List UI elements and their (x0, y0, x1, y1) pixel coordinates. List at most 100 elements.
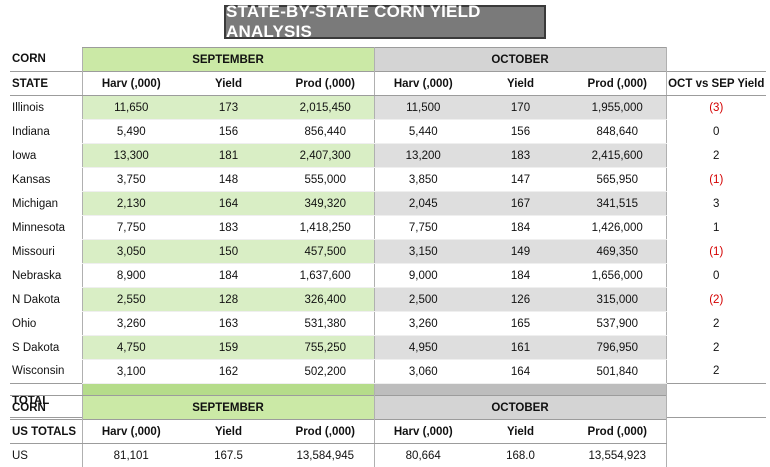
state-name: Kansas (10, 168, 82, 192)
oct-prod-cell: 2,415,600 (569, 144, 666, 168)
oct-prod-cell: 848,640 (569, 120, 666, 144)
oct-prod-cell: 469,350 (569, 240, 666, 264)
sep-yield-cell: 159 (180, 336, 277, 360)
state-name: Wisconsin (10, 360, 82, 384)
sep-prod-cell: 755,250 (277, 336, 374, 360)
oct-harv-cell: 5,440 (374, 120, 472, 144)
oct-prod-cell: 537,900 (569, 312, 666, 336)
sep-harv-cell: 13,300 (82, 144, 180, 168)
yield-diff-cell: (1) (666, 240, 766, 264)
oct-harv-cell: 4,950 (374, 336, 472, 360)
state-name: Iowa (10, 144, 82, 168)
oct-prod-cell: 341,515 (569, 192, 666, 216)
blank-cell (666, 48, 766, 72)
us-totals-table: CORN SEPTEMBER OCTOBER US TOTALS Harv (,… (10, 395, 667, 467)
sep-yield-cell: 184 (180, 264, 277, 288)
us-oct-harv-header: Harv (,000) (374, 420, 472, 444)
sep-harv-cell: 2,130 (82, 192, 180, 216)
oct-harv-cell: 3,260 (374, 312, 472, 336)
us-sep-yield-header: Yield (180, 420, 277, 444)
sep-harv-header: Harv (,000) (82, 72, 180, 96)
oct-harv-cell: 7,750 (374, 216, 472, 240)
sep-harv-cell: 11,650 (82, 96, 180, 120)
sep-harv-cell: 8,900 (82, 264, 180, 288)
yield-diff-cell: 2 (666, 144, 766, 168)
total-diff-blank (666, 384, 766, 418)
sep-prod-cell: 457,500 (277, 240, 374, 264)
oct-yield-cell: 184 (472, 264, 569, 288)
oct-harv-header: Harv (,000) (374, 72, 472, 96)
us-oct-harv: 80,664 (374, 444, 472, 467)
sep-yield-cell: 156 (180, 120, 277, 144)
sep-yield-cell: 128 (180, 288, 277, 312)
yield-diff-header: OCT vs SEP Yield (666, 72, 766, 96)
oct-prod-cell: 1,955,000 (569, 96, 666, 120)
oct-yield-cell: 156 (472, 120, 569, 144)
sep-harv-cell: 3,100 (82, 360, 180, 384)
oct-harv-cell: 3,850 (374, 168, 472, 192)
yield-diff-cell: 1 (666, 216, 766, 240)
yield-diff-cell: 2 (666, 312, 766, 336)
sep-harv-cell: 3,750 (82, 168, 180, 192)
yield-diff-cell: (2) (666, 288, 766, 312)
us-sep-yield: 167.5 (180, 444, 277, 467)
sep-prod-cell: 349,320 (277, 192, 374, 216)
oct-yield-cell: 170 (472, 96, 569, 120)
sep-prod-cell: 856,440 (277, 120, 374, 144)
sep-harv-cell: 2,550 (82, 288, 180, 312)
us-row-label: US (10, 444, 82, 467)
oct-prod-cell: 796,950 (569, 336, 666, 360)
state-header: STATE (10, 72, 82, 96)
us-sep-prod: 13,584,945 (277, 444, 374, 467)
oct-yield-cell: 161 (472, 336, 569, 360)
sep-prod-header: Prod (,000) (277, 72, 374, 96)
sep-harv-cell: 7,750 (82, 216, 180, 240)
sep-harv-cell: 5,490 (82, 120, 180, 144)
yield-diff-cell: (1) (666, 168, 766, 192)
sep-yield-cell: 162 (180, 360, 277, 384)
us-sep-harv: 81,101 (82, 444, 180, 467)
sep-yield-cell: 173 (180, 96, 277, 120)
us-totals-label: US TOTALS (10, 420, 82, 444)
sep-prod-cell: 326,400 (277, 288, 374, 312)
sep-yield-cell: 183 (180, 216, 277, 240)
corn-header: CORN (10, 48, 82, 72)
oct-prod-cell: 1,426,000 (569, 216, 666, 240)
yield-diff-cell: 0 (666, 264, 766, 288)
state-name: Nebraska (10, 264, 82, 288)
oct-prod-cell: 1,656,000 (569, 264, 666, 288)
oct-harv-cell: 2,045 (374, 192, 472, 216)
state-name: Michigan (10, 192, 82, 216)
sep-prod-cell: 2,015,450 (277, 96, 374, 120)
sep-yield-cell: 181 (180, 144, 277, 168)
yield-diff-cell: 3 (666, 192, 766, 216)
us-oct-yield-header: Yield (472, 420, 569, 444)
us-september-header: SEPTEMBER (82, 396, 374, 420)
oct-prod-cell: 501,840 (569, 360, 666, 384)
us-corn-header: CORN (10, 396, 82, 420)
oct-yield-cell: 167 (472, 192, 569, 216)
yield-diff-cell: 2 (666, 360, 766, 384)
october-header: OCTOBER (374, 48, 666, 72)
sep-prod-cell: 531,380 (277, 312, 374, 336)
state-name: Indiana (10, 120, 82, 144)
report-title: STATE-BY-STATE CORN YIELD ANALYSIS (224, 5, 546, 39)
state-name: Ohio (10, 312, 82, 336)
sep-yield-cell: 150 (180, 240, 277, 264)
oct-harv-cell: 9,000 (374, 264, 472, 288)
us-october-header: OCTOBER (374, 396, 666, 420)
sep-yield-header: Yield (180, 72, 277, 96)
sep-harv-cell: 3,050 (82, 240, 180, 264)
state-name: S Dakota (10, 336, 82, 360)
yield-diff-cell: (3) (666, 96, 766, 120)
us-sep-prod-header: Prod (,000) (277, 420, 374, 444)
us-oct-prod: 13,554,923 (569, 444, 666, 467)
sep-prod-cell: 1,637,600 (277, 264, 374, 288)
